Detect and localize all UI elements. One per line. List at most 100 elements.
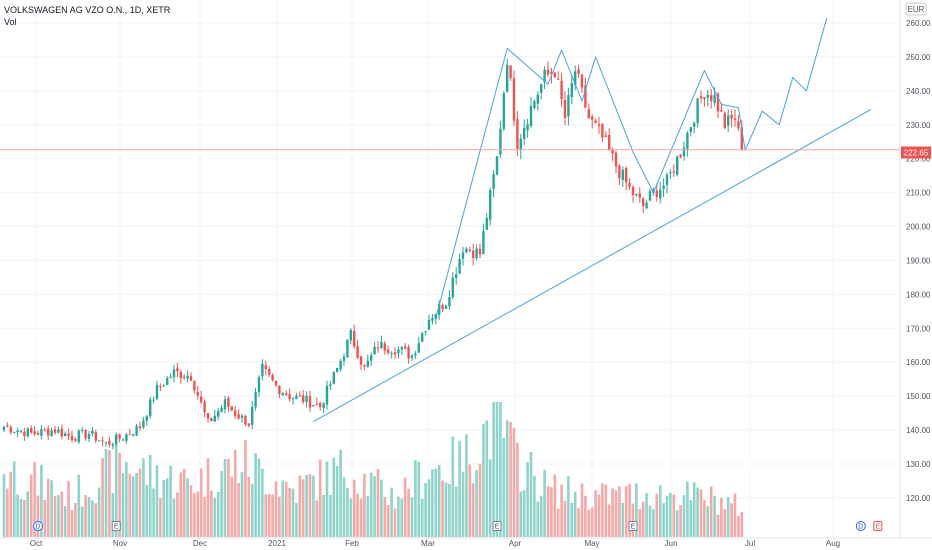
candle-body [132,434,135,436]
currency-box[interactable] [905,2,927,16]
volume-bar [444,482,448,537]
candle-body [200,396,203,403]
volume-bar [461,471,465,537]
volume-bar [216,491,220,537]
symbol-title[interactable]: VOLKSWAGEN AG VZO O.N., 1D, XETR [4,5,171,15]
volume-bar [346,488,349,537]
volume-bar [733,493,737,537]
volume-bar [682,495,686,537]
volume-bar [26,491,30,537]
candle-body [193,380,196,391]
drawings[interactable] [313,17,872,422]
volume-bar [57,495,60,537]
candle-body [203,401,206,413]
candle-body [370,355,373,361]
candle-body [149,399,152,416]
volume-bar [703,500,706,537]
candle-body [19,430,23,432]
candle-body [438,304,441,315]
volume-bar [373,476,376,537]
volume-bar [43,499,47,537]
candle-body [693,122,696,127]
volume-bar [257,458,261,537]
volume-bar [553,474,557,537]
candle-body [468,249,471,251]
candle-body [570,83,573,97]
candle-body [247,423,250,426]
candle-body [16,430,19,432]
candle-body [162,385,165,387]
candle-body [302,395,305,403]
volume-bar [335,465,339,537]
price-axis[interactable]: 120.00 130.00 140.00 150.00 160.00 170.00 180.… [906,19,931,503]
candle-body [713,94,716,104]
volume-bar [580,483,584,537]
volume-bar [397,496,400,537]
candle-body [308,396,312,408]
volume-bar [618,486,621,537]
candle-body [40,429,43,436]
volume-bar [169,465,172,537]
candle-body [553,72,556,78]
volume-bar [77,474,81,537]
candle-body [703,97,706,100]
time-tick-label: 2021 [268,539,286,548]
candles [2,58,743,450]
volume-bar [329,495,332,537]
candle-body [387,349,390,353]
volume-bar [655,493,659,537]
volume-bar [53,495,57,537]
volume-bar [587,509,591,537]
earnings-marker [873,521,883,531]
volume-bar [376,468,380,537]
volume-bar [6,488,9,537]
volume-bar [70,509,74,537]
event-marker-letter: E [875,524,880,531]
volume-bar [118,453,121,537]
candle-body [43,429,46,431]
candle-body [329,384,332,386]
time-axis[interactable]: Oct Nov Dec 2021 Feb Mar Apr May Jun Jul Aug [30,539,840,548]
volume-bar [560,484,563,537]
volume-bar [325,461,329,537]
candle-body [30,427,33,433]
candle-body [298,395,301,397]
candle-body [489,189,492,220]
time-tick-label: Oct [30,539,43,548]
volume-bar [80,506,84,537]
candle-body [689,127,692,132]
candle-body [737,121,740,129]
event-marker-letter: E [114,524,119,531]
candle-body [451,277,454,298]
volume-bar [278,496,281,537]
volume-bar [172,498,176,537]
volume-bar [359,498,363,537]
volume-legend-label[interactable]: Vol [4,17,17,27]
volume-bar [692,482,696,537]
candle-body [404,346,407,349]
price-tick-label: 230.00 [906,121,931,130]
price-tick-label: 160.00 [906,358,931,367]
candle-body [159,386,162,388]
candle-body [257,377,261,392]
volume-bar [390,487,393,537]
volume-bar [393,508,397,537]
candle-body [716,93,720,112]
earnings-marker [111,521,121,531]
volume-bar [165,478,169,537]
candle-body [339,360,342,370]
volume-bar [111,493,115,537]
candle-body [594,120,597,124]
candle-body [509,65,512,79]
volume-bar [159,497,162,537]
volume-bar [512,427,516,537]
volume-bar [536,501,540,537]
volume-bar [631,503,635,537]
volume-bar [505,420,509,537]
volume-bar [128,473,132,537]
candle-body [183,376,186,378]
volume-bar [638,509,642,537]
candle-body [115,434,118,444]
volume-bar [696,487,699,537]
